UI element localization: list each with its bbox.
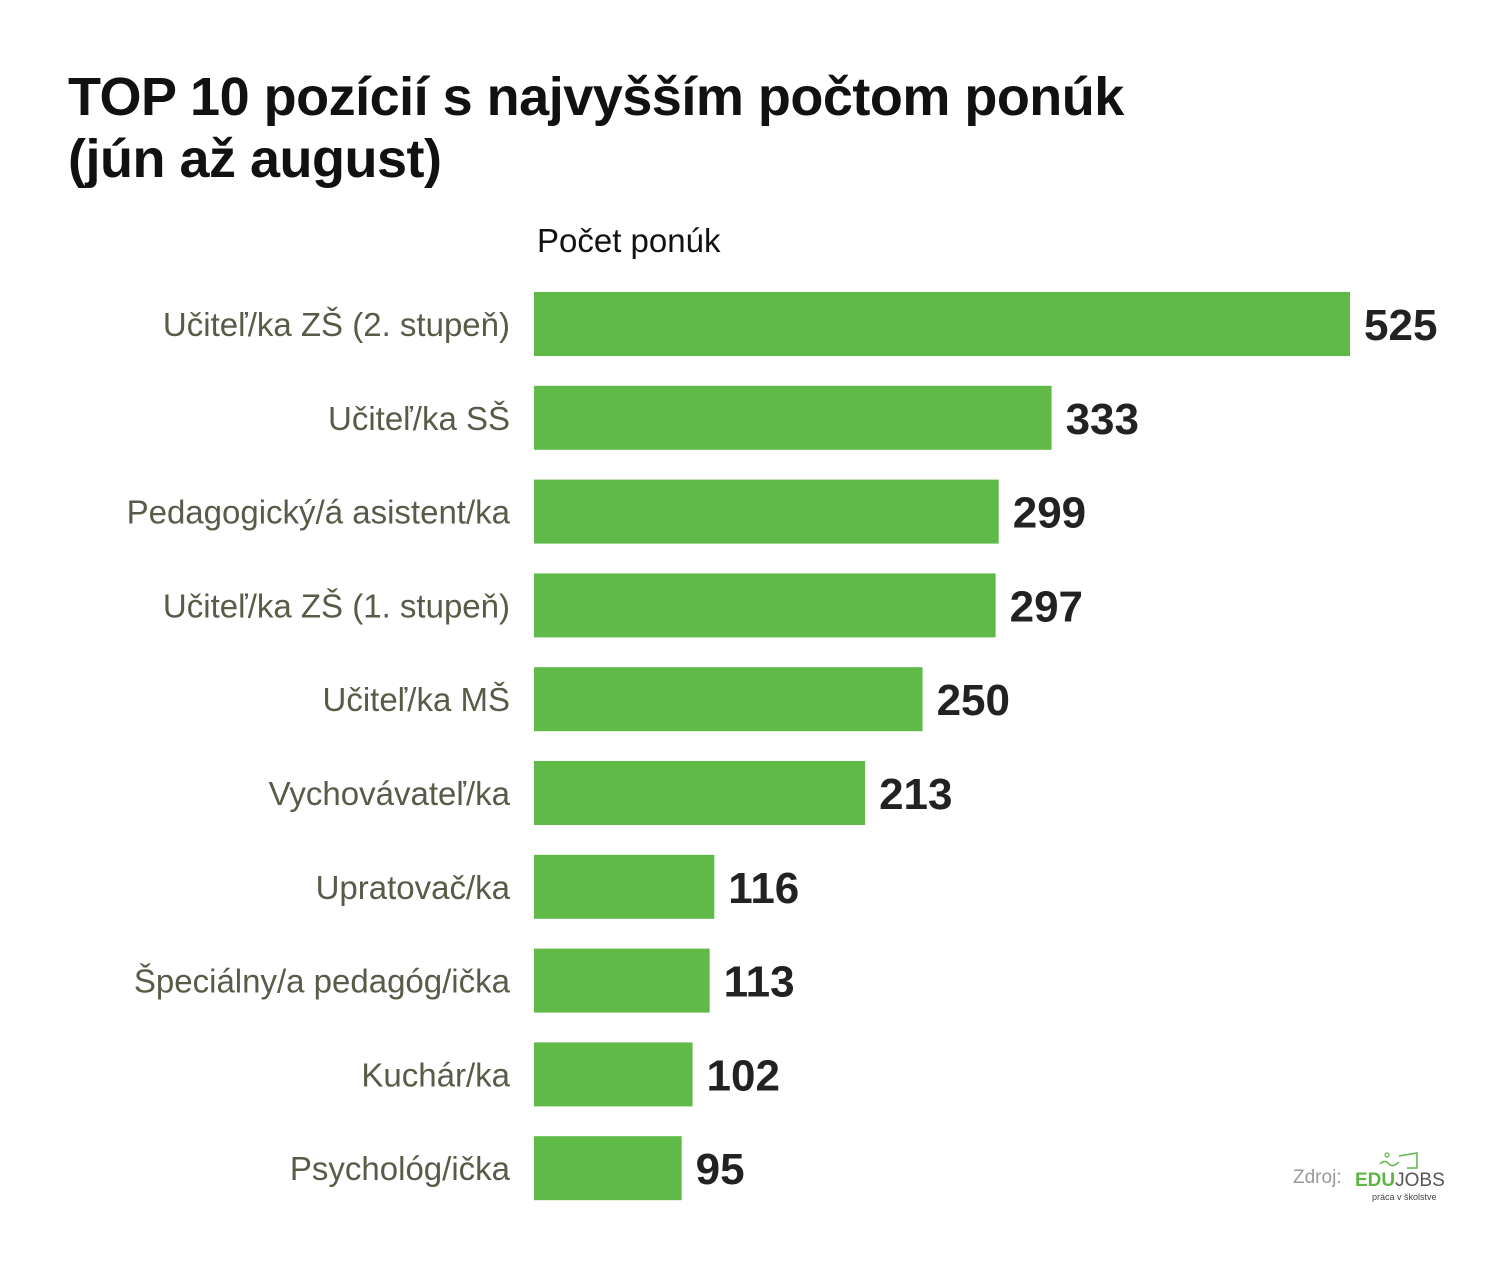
category-label: Psychológ/ička: [290, 1150, 511, 1187]
title-line-2: (jún až august): [68, 129, 442, 189]
category-label: Vychovávateľ/ka: [269, 775, 511, 812]
category-label: Učiteľ/ka SŠ: [328, 400, 510, 437]
bar: [534, 667, 923, 732]
value-label: 250: [937, 676, 1010, 725]
category-label: Učiteľ/ka ZŠ (2. stupeň): [163, 306, 510, 343]
value-label: 333: [1066, 395, 1139, 444]
value-label: 213: [879, 770, 952, 819]
value-label: 113: [724, 958, 795, 1007]
value-label: 116: [728, 864, 799, 913]
bar: [534, 854, 715, 919]
category-label: Učiteľ/ka MŠ: [323, 681, 511, 718]
logo-tagline: práca v školstve: [1372, 1192, 1437, 1202]
logo-edu: EDU: [1355, 1170, 1396, 1191]
value-label: 297: [1010, 582, 1083, 631]
edujobs-logo: EDUJOBS práca v školstve: [1355, 1150, 1450, 1205]
chart-title: TOP 10 pozícií s najvyšším počtom ponúk …: [68, 66, 1124, 190]
logo-figure-icon: [1379, 1152, 1418, 1169]
category-label: Pedagogický/á asistent/ka: [127, 494, 511, 531]
logo-jobs: JOBS: [1395, 1170, 1445, 1191]
bar: [534, 1136, 682, 1201]
value-label: 95: [696, 1145, 745, 1194]
bar: [534, 292, 1350, 356]
bar: [534, 761, 866, 825]
bar: [534, 479, 999, 544]
bar: [534, 573, 996, 638]
category-label: Kuchár/ka: [361, 1056, 510, 1093]
category-label: Špeciálny/a pedagóg/ička: [134, 963, 511, 1000]
value-label: 299: [1013, 489, 1086, 538]
bar: [534, 948, 710, 1013]
value-label: 525: [1364, 301, 1437, 350]
axis-title: Počet ponúk: [537, 222, 721, 259]
bar: [534, 1042, 693, 1107]
category-label: Upratovač/ka: [316, 869, 511, 906]
bar: [534, 385, 1052, 450]
title-line-1: TOP 10 pozícií s najvyšším počtom ponúk: [68, 67, 1124, 127]
value-label: 102: [707, 1051, 780, 1100]
category-label: Učiteľ/ka ZŠ (1. stupeň): [163, 587, 510, 624]
source-label: Zdroj:: [1293, 1167, 1342, 1188]
